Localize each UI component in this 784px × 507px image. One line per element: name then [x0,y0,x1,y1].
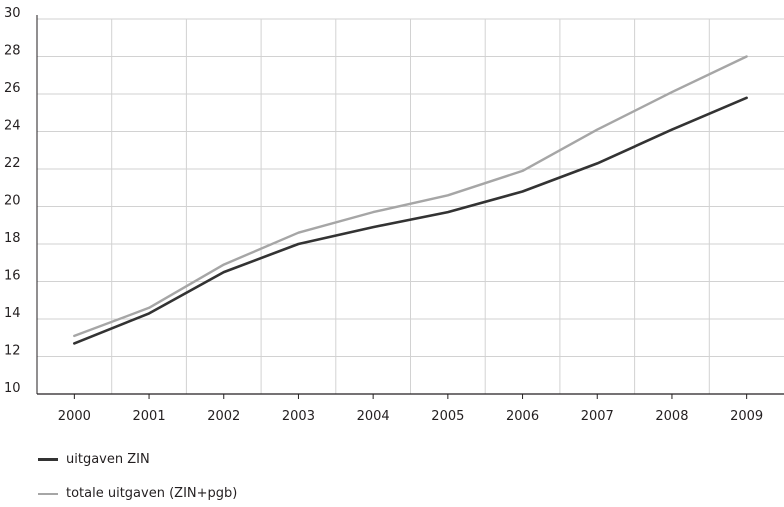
x-tick-label: 2002 [207,409,240,424]
legend-swatch-uitgaven-zin [38,458,58,461]
y-tick-label: 26 [4,81,21,96]
x-tick-label: 2009 [730,409,763,424]
line-chart: 10 12 14 16 18 20 22 24 26 28 30 2000 2001 2002 2003 20… [4,6,784,424]
series-line-uitgaven-zin [73,96,748,345]
legend-label-totale-uitgaven: totale uitgaven (ZIN+pgb) [66,486,238,501]
y-tick-label: 28 [4,44,21,59]
y-tick-label: 10 [4,381,21,396]
series-line-totale-uitgaven [73,55,748,338]
x-tick-label: 2000 [58,409,91,424]
legend-item-totale-uitgaven: totale uitgaven (ZIN+pgb) [38,486,237,501]
legend-item-uitgaven-zin: uitgaven ZIN [38,452,150,467]
y-tick-label: 18 [4,231,21,246]
axes [36,15,784,399]
series-lines [73,55,748,345]
y-tick-label: 16 [4,269,21,284]
y-tick-label: 22 [4,156,21,171]
x-tick-label: 2001 [133,409,166,424]
x-tick-label: 2008 [655,409,688,424]
y-tick-label: 14 [4,306,21,321]
x-tick-label: 2007 [581,409,614,424]
y-tick-label: 24 [4,119,21,134]
x-tick-label: 2003 [282,409,315,424]
y-tick-label: 12 [4,344,21,359]
y-tick-label: 30 [4,6,21,21]
x-tick-label: 2006 [506,409,539,424]
x-tick-label: 2005 [431,409,464,424]
tick-labels: 10 12 14 16 18 20 22 24 26 28 30 2000 2001 2002 2003 20… [4,6,763,424]
legend-swatch-totale-uitgaven [38,492,58,495]
x-tick-label: 2004 [357,409,390,424]
grid [37,18,784,394]
y-tick-label: 20 [4,194,21,209]
legend-label-uitgaven-zin: uitgaven ZIN [66,452,150,467]
